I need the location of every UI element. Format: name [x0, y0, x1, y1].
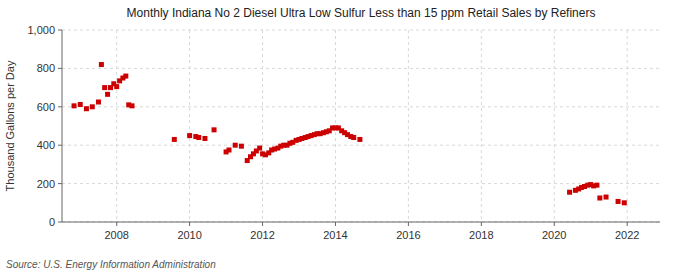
- point: [130, 103, 135, 108]
- y-axis-label: Thousand Gallons per Day: [4, 60, 16, 191]
- grid-line: [627, 30, 628, 222]
- tick: [58, 30, 62, 31]
- point: [172, 137, 177, 142]
- tick: [58, 183, 62, 184]
- tick: [627, 222, 628, 226]
- tick: [262, 222, 263, 226]
- tick: [58, 68, 62, 69]
- tick: [58, 106, 62, 107]
- point: [357, 137, 362, 142]
- tick-label: 2016: [396, 229, 420, 241]
- tick-label: 200: [37, 178, 55, 190]
- background: [0, 0, 675, 275]
- source: Source: U.S. Energy Information Administ…: [6, 259, 216, 270]
- point: [257, 146, 262, 151]
- tick: [58, 145, 62, 146]
- point: [202, 136, 207, 141]
- title: Monthly Indiana No 2 Diesel Ultra Low Su…: [127, 6, 596, 20]
- tick-label: 0: [49, 216, 55, 228]
- grid-line: [62, 183, 660, 184]
- grid-line: [554, 30, 555, 222]
- y-axis-line: [62, 30, 63, 222]
- point: [196, 135, 201, 140]
- point: [233, 143, 238, 148]
- grid-line: [408, 30, 409, 222]
- grid-line: [189, 30, 190, 222]
- grid-line: [116, 30, 117, 222]
- tick-label: 2014: [323, 229, 347, 241]
- tick-label: 2012: [250, 229, 274, 241]
- point: [187, 133, 192, 138]
- tick: [481, 222, 482, 226]
- point: [604, 195, 609, 200]
- tick-label: 600: [37, 101, 55, 113]
- tick-label: 2010: [177, 229, 201, 241]
- tick-label: 800: [37, 62, 55, 74]
- x-axis-line: [62, 222, 660, 223]
- tick-label: 1,000: [27, 24, 55, 36]
- point: [351, 135, 356, 140]
- point: [90, 104, 95, 109]
- point: [212, 127, 217, 132]
- point: [227, 148, 232, 153]
- tick-label: 400: [37, 139, 55, 151]
- tick-label: 2020: [542, 229, 566, 241]
- tick: [335, 222, 336, 226]
- grid-line: [62, 68, 660, 69]
- tick-label: 2008: [104, 229, 128, 241]
- point: [239, 144, 244, 149]
- grid-line: [481, 30, 482, 222]
- point: [123, 74, 128, 79]
- axes: 0 200 400 600 800 1,000 2008 2010 2012 2014 2016 20…: [27, 24, 660, 241]
- point: [84, 106, 89, 111]
- tick-label: 2022: [615, 229, 639, 241]
- point: [622, 200, 627, 205]
- grid-line: [62, 106, 660, 107]
- grid-line: [62, 222, 660, 223]
- point: [594, 183, 599, 188]
- point: [114, 84, 119, 89]
- grid-line: [62, 30, 660, 31]
- tick: [408, 222, 409, 226]
- chart: 0 200 400 600 800 1,000 2008 2010 2012 2014 2016 20…: [0, 0, 675, 275]
- tick: [554, 222, 555, 226]
- tick: [189, 222, 190, 226]
- point: [616, 199, 621, 204]
- tick-label: 2018: [469, 229, 493, 241]
- grid: [62, 30, 660, 222]
- tick: [58, 222, 62, 223]
- grid-line: [62, 145, 660, 146]
- point: [99, 62, 104, 67]
- point: [567, 190, 572, 195]
- point: [102, 85, 107, 90]
- point: [78, 102, 83, 107]
- point: [597, 196, 602, 201]
- point: [96, 100, 101, 105]
- point: [72, 103, 77, 108]
- point: [105, 92, 110, 97]
- grid-line: [262, 30, 263, 222]
- points: [72, 62, 627, 205]
- tick: [116, 222, 117, 226]
